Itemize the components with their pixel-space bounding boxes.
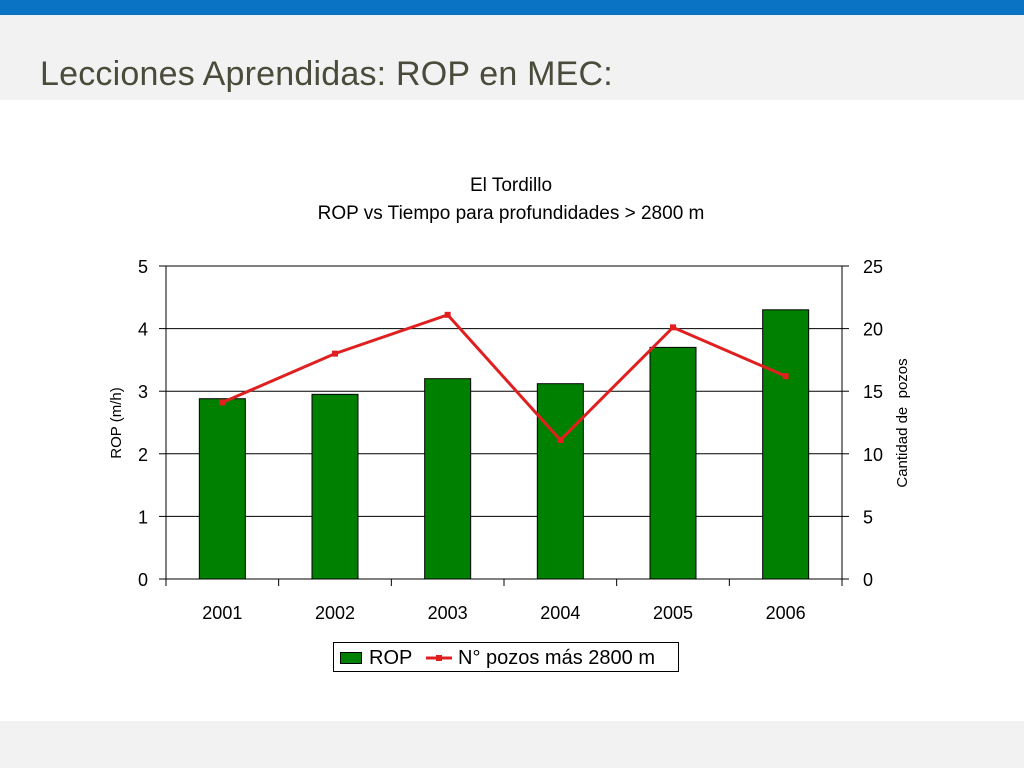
wells-point [219, 399, 226, 406]
y-axis-label: ROP (m/h) [108, 387, 125, 458]
gridlines [166, 265, 842, 517]
wells-point [670, 324, 676, 331]
x-tick-label: 2005 [653, 603, 693, 623]
y-tick-label: 3 [138, 382, 148, 402]
header-band [0, 15, 1024, 100]
rop-bar [649, 346, 697, 580]
legend-line-swatch [426, 655, 452, 661]
x-tick-label: 2006 [766, 603, 806, 623]
y2-tick-label: 0 [863, 570, 873, 590]
slide-title: Lecciones Aprendidas: ROP en MEC: [40, 55, 613, 93]
rop-bar [198, 398, 246, 580]
wells-point [782, 373, 789, 380]
y-tick-label: 5 [138, 257, 148, 277]
y-tick-label: 2 [138, 445, 148, 465]
y-tick-label: 1 [138, 507, 148, 527]
x-axis-tick-labels: 2001 2002 2003 2004 2005 2006 [202, 603, 805, 623]
x-tick-label: 2003 [428, 603, 468, 623]
y2-tick-label: 25 [863, 257, 883, 277]
rop-bar [762, 309, 810, 580]
legend-item-wells: N° pozos más 2800 m [424, 647, 679, 669]
y2-axis-label: Cantidad de pozos [894, 358, 911, 487]
legend-label-rop: ROP [369, 647, 413, 669]
legend-bar-swatch [340, 652, 362, 664]
wells-point [332, 350, 338, 357]
y-tick-label: 0 [138, 570, 148, 590]
wells-point [444, 311, 451, 318]
rop-bar [311, 393, 359, 580]
y2-tick-label: 20 [863, 320, 883, 340]
chart-title: El Tordillo [470, 175, 552, 196]
rop-bar [536, 383, 584, 580]
y2-tick-label: 15 [863, 382, 883, 402]
wells-polyline [221, 313, 787, 443]
chart-legend: ROP N° pozos más 2800 m [333, 642, 679, 672]
right-axis-tick-labels: 0 5 10 15 20 25 [863, 257, 883, 590]
top-accent-bar [0, 0, 1024, 15]
axes [159, 265, 849, 586]
chart-subtitle: ROP vs Tiempo para profundidades > 2800 … [318, 203, 705, 224]
y2-tick-label: 5 [863, 507, 873, 527]
x-tick-label: 2004 [540, 603, 580, 623]
rop-bars [198, 309, 810, 580]
x-tick-label: 2002 [315, 603, 355, 623]
y2-tick-label: 10 [863, 445, 883, 465]
x-tick-label: 2001 [202, 603, 242, 623]
rop-bar [424, 378, 472, 580]
legend-label-wells: N° pozos más 2800 m [458, 647, 655, 669]
wells-line [219, 311, 789, 444]
footer-band [0, 721, 1024, 768]
left-axis-tick-labels: 0 1 2 3 4 5 [138, 257, 148, 590]
wells-point [557, 437, 564, 444]
y-tick-label: 4 [138, 320, 148, 340]
legend-item-rop: ROP [334, 647, 444, 669]
